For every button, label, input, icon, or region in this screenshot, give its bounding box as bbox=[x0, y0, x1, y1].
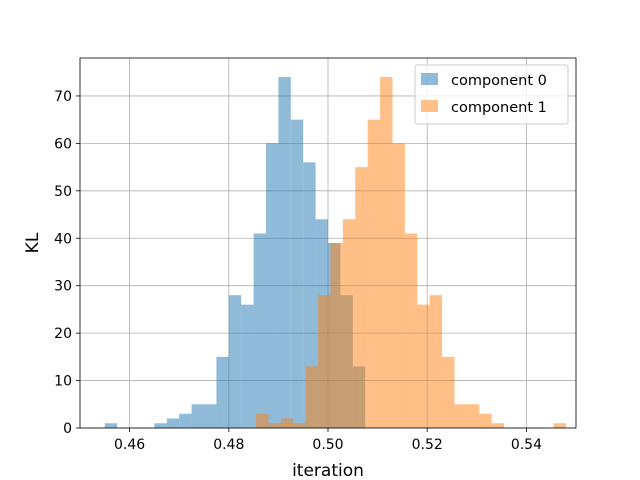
bar-component-0 bbox=[166, 418, 180, 428]
bar-component-1 bbox=[454, 404, 467, 428]
x-tick-label: 0.46 bbox=[114, 437, 145, 453]
bar-component-0 bbox=[290, 119, 304, 429]
bar-component-1 bbox=[404, 233, 418, 428]
bar-component-1 bbox=[355, 167, 368, 428]
legend-label-component-1: component 1 bbox=[451, 100, 547, 116]
bar-component-1 bbox=[268, 423, 281, 428]
ticks: 0.46 0.48 0.50 0.52 0.54 0 10 20 30 40 50 60 70 bbox=[54, 89, 542, 453]
x-tick-label: 0.52 bbox=[412, 437, 443, 453]
y-tick-label: 20 bbox=[54, 326, 72, 342]
bar-component-1 bbox=[553, 423, 567, 428]
x-axis-label: iteration bbox=[292, 461, 364, 480]
legend-label-component-0: component 0 bbox=[451, 73, 547, 89]
bar-component-1 bbox=[318, 295, 331, 428]
legend-swatch-component-1 bbox=[421, 100, 438, 112]
bar-component-1 bbox=[380, 76, 393, 428]
bar-component-0 bbox=[179, 413, 192, 428]
bar-component-0 bbox=[253, 233, 266, 428]
x-tick-label: 0.50 bbox=[312, 437, 343, 453]
bar-component-1 bbox=[442, 356, 455, 428]
y-tick-label: 50 bbox=[54, 184, 72, 200]
bar-component-1 bbox=[305, 366, 319, 428]
bar-component-0 bbox=[266, 143, 279, 428]
bar-component-0 bbox=[278, 76, 291, 428]
x-tick-label: 0.48 bbox=[213, 437, 244, 453]
bar-component-0 bbox=[154, 423, 167, 428]
bar-component-1 bbox=[417, 304, 430, 428]
y-tick-label: 70 bbox=[54, 89, 72, 105]
y-tick-label: 30 bbox=[54, 279, 72, 295]
bars bbox=[104, 76, 567, 429]
legend-box bbox=[414, 64, 569, 125]
bar-component-1 bbox=[479, 413, 492, 428]
bar-component-1 bbox=[491, 423, 505, 428]
bar-component-0 bbox=[191, 404, 204, 428]
bar-component-1 bbox=[293, 423, 306, 428]
bar-component-1 bbox=[466, 404, 480, 428]
bar-component-1 bbox=[280, 418, 294, 428]
bar-component-0 bbox=[104, 423, 118, 428]
bar-component-1 bbox=[330, 243, 343, 428]
bar-component-0 bbox=[228, 295, 242, 428]
bar-component-1 bbox=[256, 413, 269, 428]
bar-component-0 bbox=[241, 304, 254, 428]
bar-component-0 bbox=[204, 404, 217, 428]
legend: component 0 component 1 bbox=[414, 64, 569, 125]
bar-component-0 bbox=[303, 162, 316, 428]
bar-component-1 bbox=[342, 219, 356, 428]
y-tick-label: 40 bbox=[54, 231, 72, 247]
legend-swatch-component-0 bbox=[421, 73, 438, 85]
y-tick-label: 10 bbox=[54, 374, 72, 390]
bar-component-1 bbox=[429, 295, 443, 428]
x-tick-label: 0.54 bbox=[511, 437, 542, 453]
y-axis-label: KL bbox=[23, 232, 43, 253]
y-tick-label: 0 bbox=[63, 421, 72, 437]
bar-component-0 bbox=[216, 356, 229, 428]
bar-component-1 bbox=[367, 119, 381, 429]
bar-component-1 bbox=[392, 143, 405, 428]
y-tick-label: 60 bbox=[54, 136, 72, 152]
